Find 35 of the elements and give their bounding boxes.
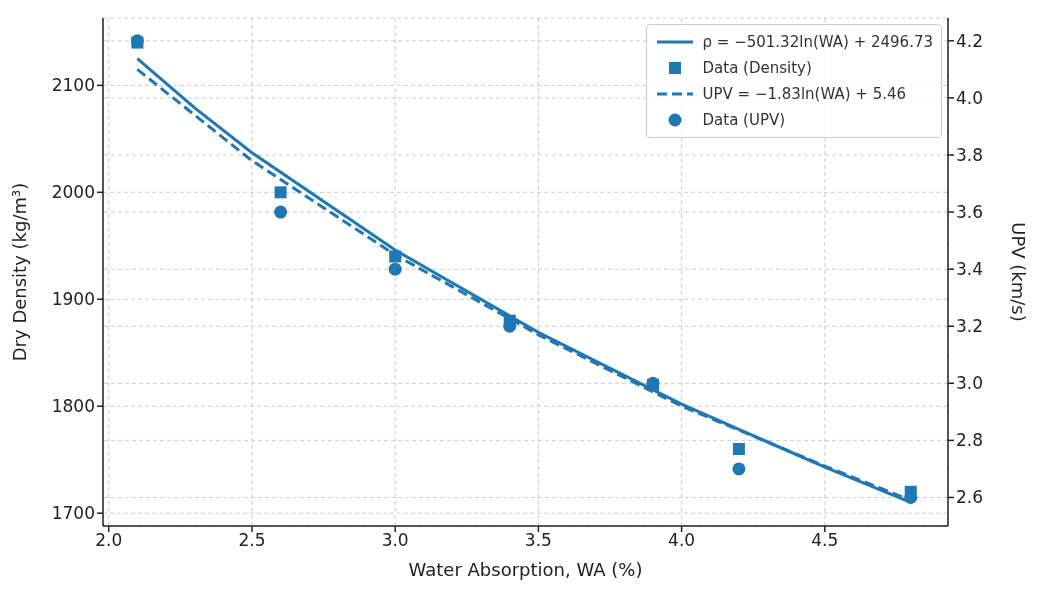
y2-tick-label: 3.2 <box>956 316 984 337</box>
y2-tick-label: 2.6 <box>956 487 984 508</box>
y-tick-label: 1800 <box>51 396 95 417</box>
point <box>274 186 287 199</box>
legend-label: ρ = −501.32ln(WA) + 2496.73 <box>702 32 933 53</box>
x-tick-label: 2.5 <box>238 530 266 551</box>
x-tick-label: 2.0 <box>95 530 123 551</box>
y-tick-label: 2000 <box>51 182 95 203</box>
x-tick-label: 4.5 <box>811 530 839 551</box>
y-tick-label: 1900 <box>51 289 95 310</box>
y-tick-label: 1700 <box>51 503 95 524</box>
y2-tick-label: 3.4 <box>956 259 984 280</box>
y2-tick-label: 3.0 <box>956 373 984 394</box>
y2-tick-label: 2.8 <box>956 430 984 451</box>
y2-axis-title: UPV (km/s) <box>1007 222 1029 322</box>
point <box>732 462 746 476</box>
point <box>732 443 745 455</box>
legend-label: UPV = −1.83ln(WA) + 5.46 <box>702 84 907 105</box>
y2-tick-label: 3.6 <box>956 202 984 223</box>
point <box>503 314 516 327</box>
point <box>389 250 402 263</box>
y-tick-label: 2100 <box>51 75 95 96</box>
point <box>904 485 917 498</box>
y2-tick-label: 3.8 <box>956 145 984 166</box>
legend-label: Data (UPV) <box>702 110 786 131</box>
x-tick-label: 4.0 <box>668 530 696 551</box>
x-tick-label: 3.5 <box>524 530 552 551</box>
x-axis-title: Water Absorption, WA (%) <box>408 559 643 580</box>
legend-label: Data (Density) <box>702 58 812 79</box>
point <box>274 205 288 219</box>
y2-tick-label: 4.2 <box>956 30 984 51</box>
point <box>388 262 402 276</box>
y2-tick-label: 4.0 <box>956 87 984 108</box>
y-axis-title: Dry Density (kg/m³) <box>9 182 31 362</box>
x-tick-label: 3.0 <box>381 530 409 551</box>
